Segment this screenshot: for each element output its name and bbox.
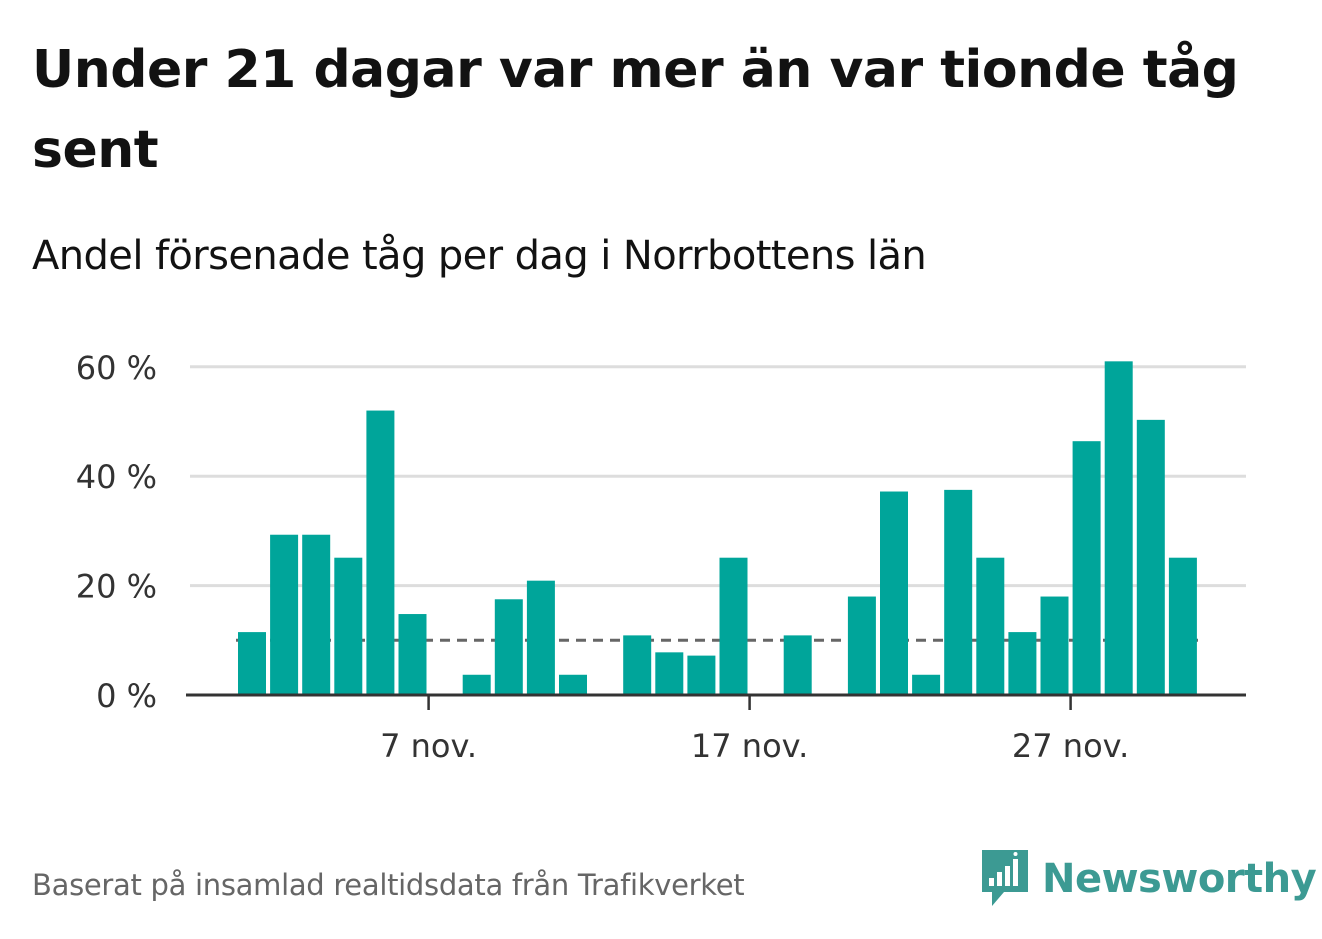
axes: 0 % 20 % 40 % 60 % 7 nov. 17 nov. 27 nov. <box>76 349 1246 765</box>
bar <box>847 596 876 695</box>
bar <box>238 632 266 695</box>
x-tick-label: 7 nov. <box>380 727 477 765</box>
bar <box>494 599 523 695</box>
newsworthy-logo: Newsworthy <box>980 848 1317 910</box>
bar <box>270 534 299 695</box>
bar <box>1040 596 1069 695</box>
bar <box>334 557 363 695</box>
bar <box>880 491 908 695</box>
brand-name: Newsworthy <box>1042 856 1317 902</box>
bar <box>623 635 652 695</box>
bar <box>1104 361 1133 695</box>
bar <box>1072 441 1101 695</box>
bar <box>398 614 427 695</box>
chart-title: Under 21 dagar var mer än var tionde tåg… <box>32 40 1239 180</box>
y-tick-label: 40 % <box>76 458 157 496</box>
bar <box>559 674 587 695</box>
bar <box>526 580 555 695</box>
y-tick-label: 20 % <box>76 568 157 606</box>
bar <box>1168 557 1197 695</box>
bar <box>655 652 684 695</box>
bar <box>1008 632 1037 695</box>
chart-subtitle: Andel försenade tåg per dag i Norrbotten… <box>32 233 927 279</box>
bar <box>783 635 812 695</box>
bars <box>238 361 1197 695</box>
newsworthy-logo-icon <box>982 850 1028 906</box>
bar-chart: 0 % 20 % 40 % 60 % 7 nov. 17 nov. 27 nov. <box>76 349 1246 765</box>
bar <box>912 674 941 695</box>
bar <box>1136 419 1165 695</box>
bar <box>366 410 395 695</box>
y-tick-label: 0 % <box>96 677 157 715</box>
bar <box>944 489 973 695</box>
bar <box>719 557 748 695</box>
x-tick-label: 17 nov. <box>691 727 808 765</box>
x-tick-label: 27 nov. <box>1012 727 1129 765</box>
bar <box>462 674 491 695</box>
bar <box>687 655 716 695</box>
y-tick-label: 60 % <box>76 349 157 387</box>
gridlines <box>190 365 1246 588</box>
source-note: Baserat på insamlad realtidsdata från Tr… <box>32 868 745 902</box>
bar <box>976 557 1005 695</box>
bar <box>302 534 331 695</box>
